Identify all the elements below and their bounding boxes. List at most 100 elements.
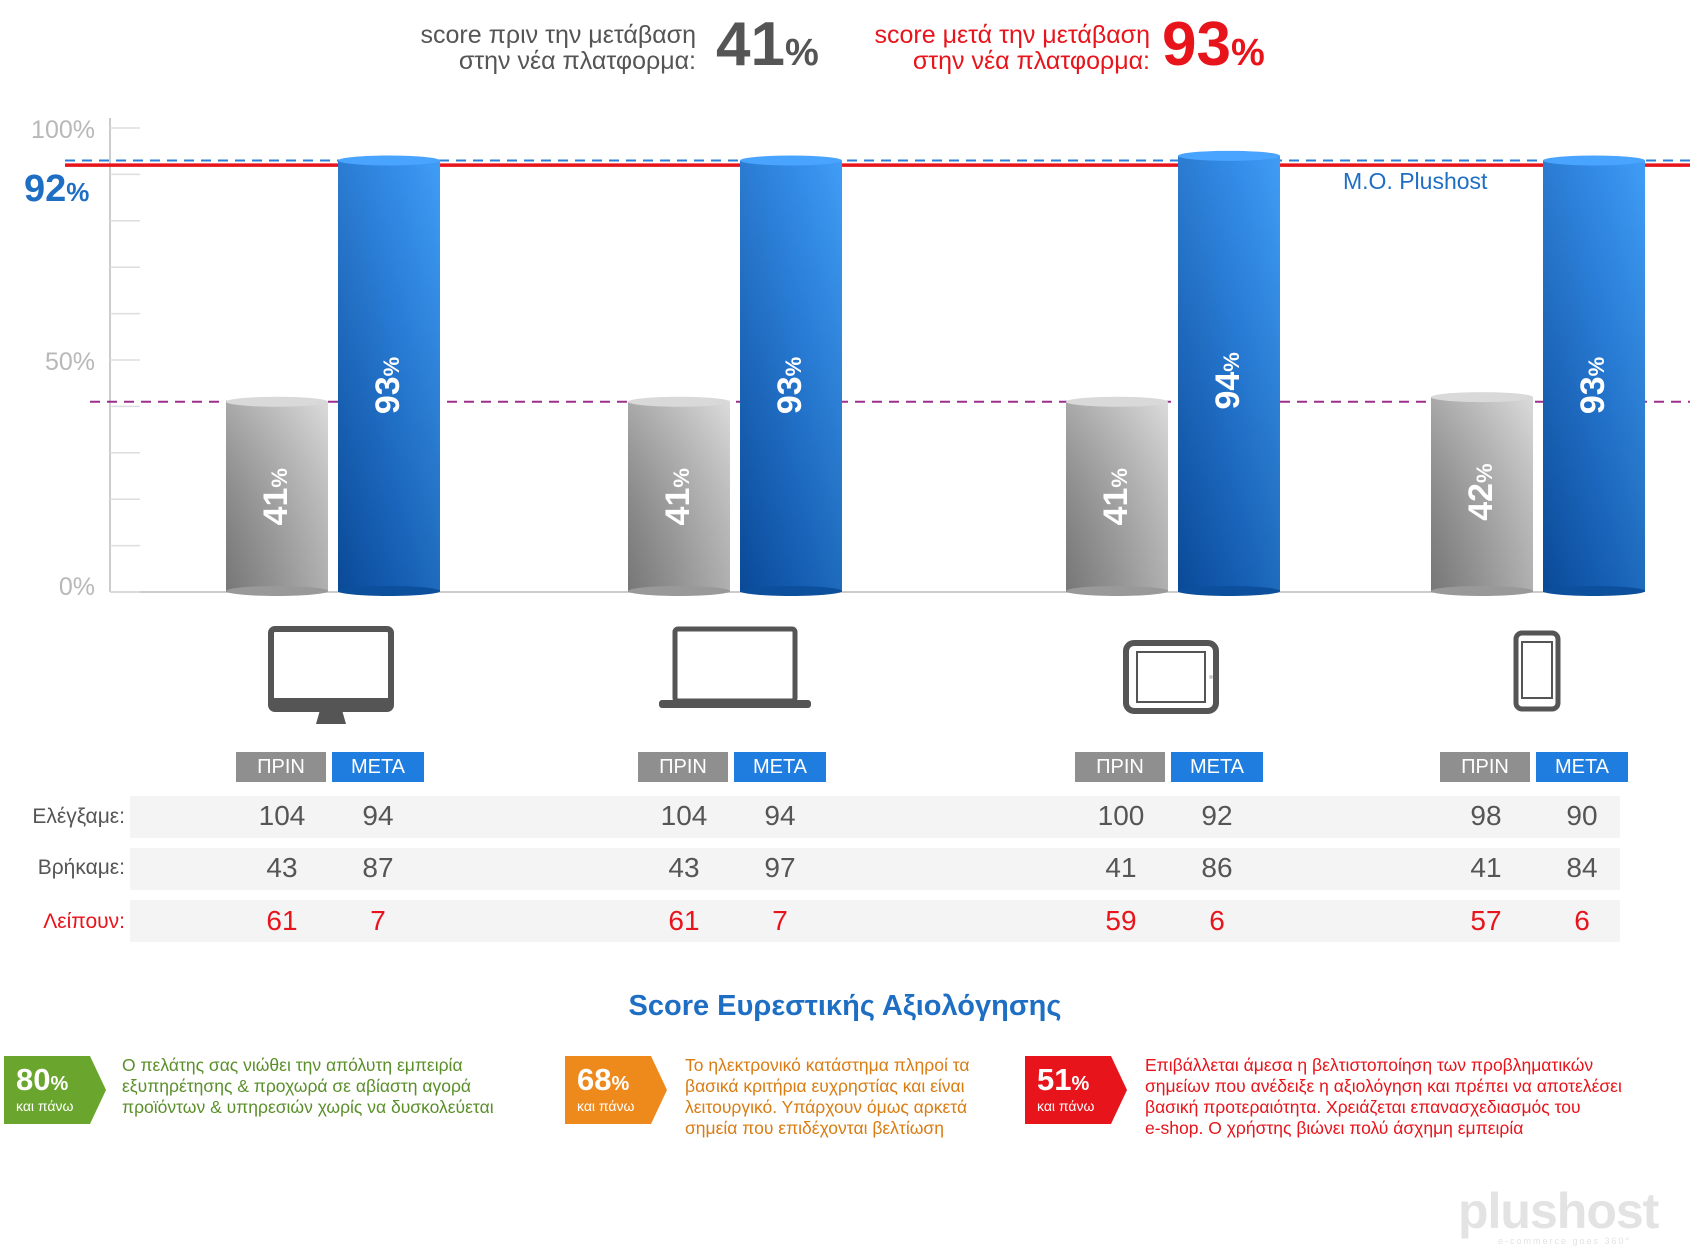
bar-label-after-laptop: 93% (771, 357, 809, 414)
cell-checked-before: 98 (1470, 800, 1502, 831)
cell-checked-before: 104 (258, 800, 306, 831)
plushost-logo: plushost (1458, 1183, 1659, 1239)
row-label-checked: Ελέγξαμε: (32, 805, 125, 828)
smartphone-icon (1513, 630, 1561, 712)
after-tag: ΜΕΤΑ (734, 752, 826, 782)
cell-missing-after: 7 (370, 905, 386, 936)
bar-shade (628, 401, 730, 592)
bar-top (628, 396, 730, 407)
bar-base (740, 586, 842, 596)
y-tick-0: 0% (58, 573, 95, 601)
badge-sub-orange: και πάνω (577, 1098, 635, 1114)
cell-missing-after: 7 (772, 905, 788, 936)
bar-shade (338, 160, 440, 593)
row-label-found: Βρήκαμε: (37, 856, 125, 879)
cell-found-before: 41 (1105, 852, 1137, 883)
average-label: Μ.Ο. Plushost (1343, 168, 1488, 194)
table-row-checked (130, 796, 1620, 838)
plushost-tagline: e-commerce goes 360° (1498, 1236, 1632, 1246)
after-tag: ΜΕΤΑ (1536, 752, 1628, 782)
bar-base (226, 586, 328, 596)
bar-top (740, 155, 842, 166)
bar-shade (1178, 155, 1280, 592)
bar-base (1431, 586, 1533, 596)
before-label-line1: score πριν την μετάβαση (420, 21, 696, 49)
badge-arrow-red (1025, 1056, 1127, 1124)
bar-base (628, 586, 730, 596)
before-label-line2: στην νέα πλατφορμα: (458, 47, 696, 75)
average-value: 92% (24, 168, 90, 210)
bar-label-after-tablet: 94% (1209, 352, 1247, 409)
bar-shade (226, 401, 328, 592)
bar-label-before-tablet: 41% (1097, 468, 1135, 525)
after-label-line2: στην νέα πλατφορμα: (912, 47, 1150, 75)
cell-checked-after: 94 (764, 800, 796, 831)
cell-checked-after: 92 (1201, 800, 1233, 831)
bar-shade (1066, 401, 1168, 592)
after-tag: ΜΕΤΑ (332, 752, 424, 782)
bar-top (1543, 155, 1645, 166)
cell-found-before: 43 (668, 852, 700, 883)
badge-value-red: 51% (1037, 1062, 1090, 1097)
cell-missing-after: 6 (1209, 905, 1225, 936)
legend-text-red: Επιβάλλεται άμεσα η βελτιστοποίηση των π… (1145, 1055, 1622, 1138)
badge-sub-green: και πάνω (16, 1098, 74, 1114)
cell-found-after: 86 (1201, 852, 1233, 883)
bar-top (1431, 392, 1533, 403)
badge-arrow-green (4, 1056, 106, 1124)
badge-sub-red: και πάνω (1037, 1098, 1095, 1114)
bar-shade (1431, 397, 1533, 592)
bar-label-after-desktop: 93% (369, 357, 407, 414)
cell-found-before: 41 (1470, 852, 1502, 883)
table-row-found (130, 848, 1620, 890)
cell-found-after: 87 (362, 852, 394, 883)
cell-missing-after: 6 (1574, 905, 1590, 936)
badge-arrow-orange (565, 1056, 667, 1124)
cell-checked-before: 104 (660, 800, 708, 831)
legend-title: Score Ευρεστικής Αξιολόγησης (628, 990, 1062, 1022)
cell-checked-before: 100 (1097, 800, 1145, 831)
cell-missing-before: 61 (668, 905, 700, 936)
bar-chart: 41% 93% 41% 93% 41% 94% 42% 93% (65, 118, 1690, 596)
legend-text-orange: Το ηλεκτρονικό κατάστημα πληροί τα βασικ… (685, 1055, 970, 1138)
after-tag: ΜΕΤΑ (1171, 752, 1263, 782)
bar-before-laptop: 41% (628, 396, 730, 596)
bar-top (1066, 396, 1168, 407)
badge-value-green: 80% (16, 1062, 69, 1097)
bar-before-mobile: 42% (1431, 392, 1533, 596)
bar-after-tablet: 94% (1178, 150, 1280, 596)
cell-found-before: 43 (266, 852, 298, 883)
cell-found-after: 84 (1566, 852, 1598, 883)
bar-shade (1543, 160, 1645, 593)
y-tick-50: 50% (44, 348, 95, 376)
bar-after-mobile: 93% (1543, 155, 1645, 596)
bar-before-desktop: 41% (226, 396, 328, 596)
before-tag: ΠΡΙΝ (1075, 752, 1165, 782)
before-tag: ΠΡΙΝ (1440, 752, 1530, 782)
after-label-line1: score μετά την μετάβαση (874, 21, 1150, 49)
bar-base (1066, 586, 1168, 596)
row-label-missing: Λείπουν: (43, 910, 125, 933)
before-score-value: 41% (716, 10, 819, 79)
bar-label-after-mobile: 93% (1574, 357, 1612, 414)
before-tag: ΠΡΙΝ (638, 752, 728, 782)
after-score-label: score μετά την μετάβαση στην νέα πλατφορ… (800, 22, 1150, 74)
cell-found-after: 97 (764, 852, 796, 883)
before-tag: ΠΡΙΝ (236, 752, 326, 782)
laptop-icon (659, 626, 811, 708)
before-score-label: score πριν την μετάβαση στην νέα πλατφορ… (330, 22, 696, 74)
bar-shade (740, 160, 842, 593)
bar-label-before-desktop: 41% (257, 468, 295, 525)
bar-label-before-mobile: 42% (1462, 463, 1500, 520)
bar-top (338, 155, 440, 166)
bar-base (1543, 586, 1645, 596)
bar-base (338, 586, 440, 596)
legend-text-green: Ο πελάτης σας νιώθει την απόλυτη εμπειρί… (122, 1055, 494, 1117)
cell-missing-before: 59 (1105, 905, 1137, 936)
bar-before-tablet: 41% (1066, 396, 1168, 596)
badge-value-orange: 68% (577, 1062, 630, 1097)
bar-top (226, 396, 328, 407)
bar-after-laptop: 93% (740, 155, 842, 596)
table-row-missing (130, 900, 1620, 942)
tablet-icon (1123, 640, 1219, 714)
